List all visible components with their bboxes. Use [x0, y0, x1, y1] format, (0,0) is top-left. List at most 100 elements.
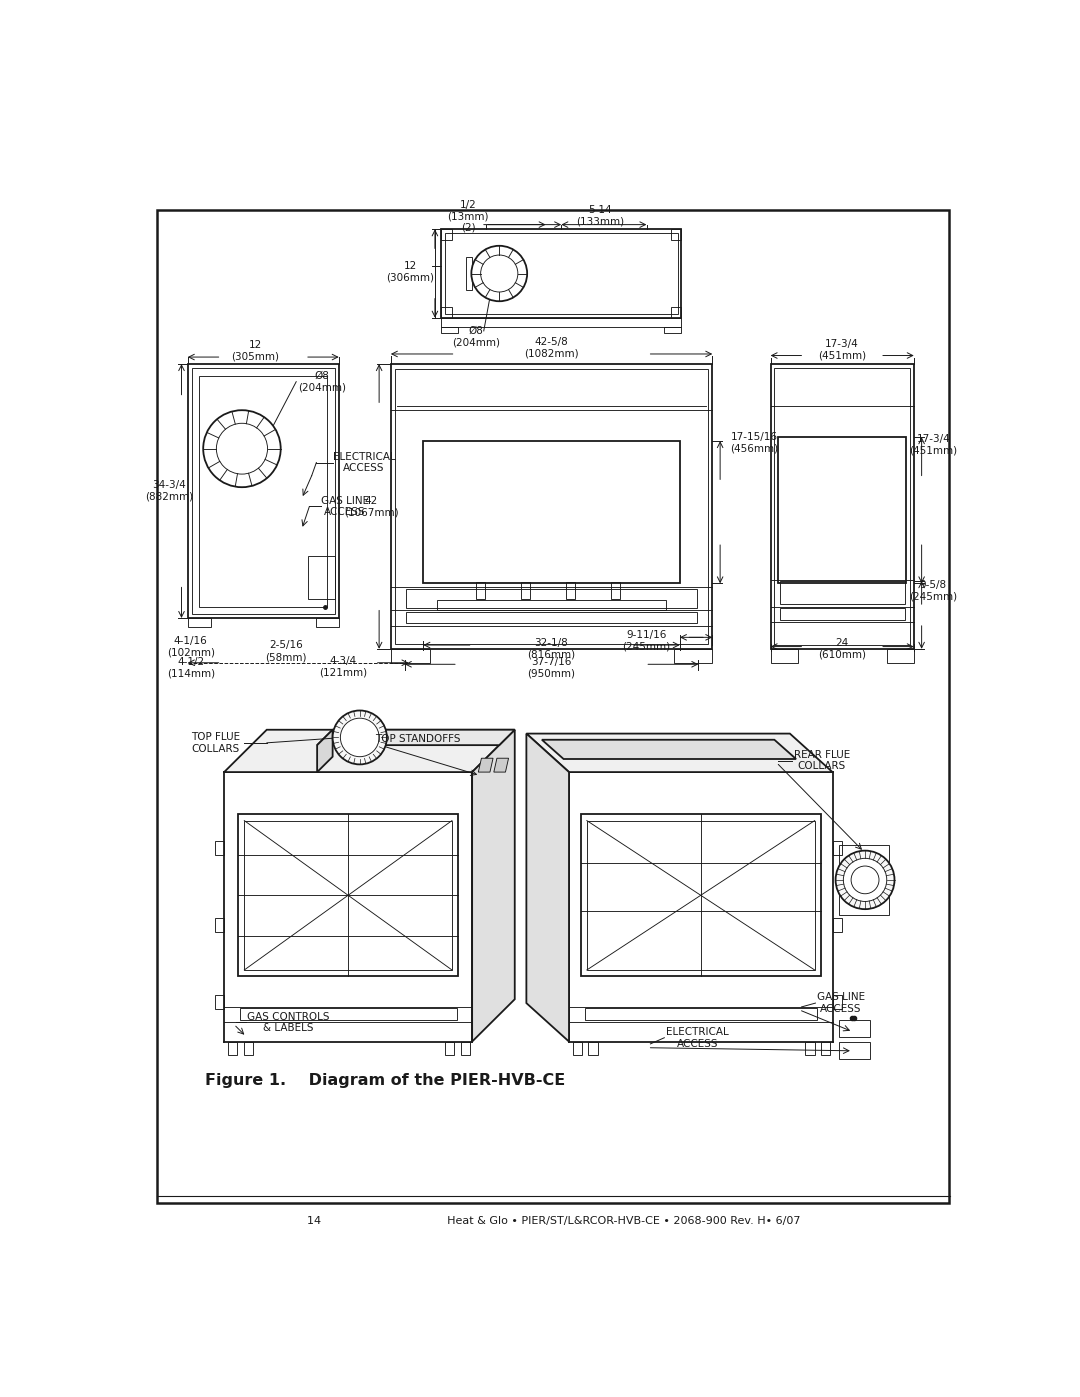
Bar: [566, 583, 576, 599]
Bar: [391, 648, 430, 662]
Bar: [437, 601, 666, 609]
Bar: [581, 814, 821, 977]
Text: 5-14
(133mm): 5-14 (133mm): [576, 205, 624, 226]
Bar: [441, 327, 458, 334]
Bar: [476, 583, 485, 599]
Bar: [584, 1009, 816, 1020]
Text: 24
(610mm): 24 (610mm): [818, 638, 866, 659]
Bar: [674, 648, 713, 662]
Polygon shape: [318, 729, 515, 745]
Bar: [780, 581, 905, 605]
Bar: [465, 257, 472, 291]
Bar: [441, 307, 451, 317]
Bar: [833, 841, 841, 855]
Text: ELECTRICAL
ACCESS: ELECTRICAL ACCESS: [666, 1027, 729, 1049]
Text: 14                                    Heat & Glo • PIER/ST/L&RCOR-HVB-CE • 2068-: 14 Heat & Glo • PIER/ST/L&RCOR-HVB-CE • …: [307, 1215, 800, 1227]
Bar: [228, 1042, 238, 1056]
Circle shape: [216, 423, 268, 474]
Bar: [406, 588, 697, 608]
Bar: [671, 307, 681, 317]
Text: 4-1/16
(102mm): 4-1/16 (102mm): [166, 636, 215, 658]
Circle shape: [333, 711, 387, 764]
Circle shape: [843, 858, 887, 901]
Bar: [406, 612, 697, 623]
Text: 1/2
(13mm)
(2): 1/2 (13mm) (2): [447, 200, 489, 233]
Polygon shape: [494, 759, 509, 773]
Text: TOP STANDOFFS: TOP STANDOFFS: [375, 733, 461, 745]
Text: 12
(305mm): 12 (305mm): [231, 339, 279, 362]
Circle shape: [851, 866, 879, 894]
Text: 34-3/4
(882mm): 34-3/4 (882mm): [145, 481, 193, 502]
Bar: [460, 1042, 470, 1056]
Bar: [188, 365, 339, 617]
Text: 17-3/4
(451mm): 17-3/4 (451mm): [818, 338, 866, 360]
Bar: [215, 996, 225, 1009]
Text: GAS LINE
ACCESS: GAS LINE ACCESS: [321, 496, 369, 517]
Bar: [215, 841, 225, 855]
Bar: [611, 583, 620, 599]
Bar: [445, 1042, 455, 1056]
Text: Figure 1.    Diagram of the PIER-HVB-CE: Figure 1. Diagram of the PIER-HVB-CE: [205, 1073, 565, 1088]
Bar: [833, 996, 841, 1009]
Bar: [215, 918, 225, 932]
Bar: [806, 1042, 814, 1056]
Text: 32-1/8
(816mm): 32-1/8 (816mm): [527, 638, 576, 659]
Bar: [839, 1042, 869, 1059]
Bar: [191, 367, 335, 615]
Bar: [780, 608, 905, 620]
Polygon shape: [542, 740, 796, 759]
Circle shape: [836, 851, 894, 909]
Text: ELECTRICAL
ACCESS: ELECTRICAL ACCESS: [333, 451, 395, 474]
Bar: [671, 229, 681, 240]
Bar: [441, 317, 681, 327]
Bar: [445, 233, 677, 314]
Text: 4-3/4
(121mm): 4-3/4 (121mm): [319, 655, 367, 678]
Bar: [391, 365, 713, 648]
Bar: [833, 918, 841, 932]
Polygon shape: [526, 733, 569, 1042]
Bar: [315, 617, 339, 627]
Bar: [238, 814, 458, 977]
Text: TOP FLUE
COLLARS: TOP FLUE COLLARS: [191, 732, 240, 753]
Text: Ø8
(204mm): Ø8 (204mm): [453, 327, 500, 348]
Text: GAS CONTROLS
& LABELS: GAS CONTROLS & LABELS: [247, 1011, 329, 1034]
Polygon shape: [478, 759, 494, 773]
Circle shape: [203, 411, 281, 488]
Text: 9-11/16
(245mm): 9-11/16 (245mm): [622, 630, 671, 651]
Bar: [586, 820, 814, 970]
Bar: [821, 1042, 831, 1056]
Bar: [774, 367, 910, 645]
Text: 17-3/4
(451mm): 17-3/4 (451mm): [909, 434, 957, 455]
Text: 4-1/2
(114mm): 4-1/2 (114mm): [166, 658, 215, 679]
Text: 17-15/16
(456mm): 17-15/16 (456mm): [730, 432, 779, 454]
Bar: [243, 1042, 253, 1056]
Polygon shape: [318, 729, 333, 773]
Bar: [589, 1042, 597, 1056]
Bar: [572, 1042, 582, 1056]
Polygon shape: [225, 729, 515, 773]
Bar: [395, 369, 707, 644]
Bar: [839, 845, 889, 915]
Bar: [244, 820, 451, 970]
Bar: [441, 229, 681, 317]
Bar: [770, 648, 798, 662]
Text: 42
(1067mm): 42 (1067mm): [345, 496, 399, 517]
Text: 2-5/16
(58mm): 2-5/16 (58mm): [266, 640, 307, 662]
Text: 12
(306mm): 12 (306mm): [387, 261, 434, 282]
Bar: [240, 1009, 457, 1020]
Bar: [839, 1020, 869, 1037]
Text: 42-5/8
(1082mm): 42-5/8 (1082mm): [524, 337, 579, 359]
Bar: [423, 441, 679, 584]
Text: REAR FLUE
COLLARS: REAR FLUE COLLARS: [794, 750, 850, 771]
Bar: [770, 365, 914, 648]
Bar: [441, 229, 451, 240]
Polygon shape: [526, 733, 833, 773]
Bar: [200, 376, 327, 606]
Circle shape: [471, 246, 527, 302]
Text: 37-7/16
(950mm): 37-7/16 (950mm): [527, 658, 576, 679]
Bar: [779, 437, 906, 584]
Bar: [521, 583, 530, 599]
Circle shape: [340, 718, 379, 757]
Text: 9-5/8
(245mm): 9-5/8 (245mm): [909, 580, 957, 602]
Bar: [887, 648, 914, 662]
